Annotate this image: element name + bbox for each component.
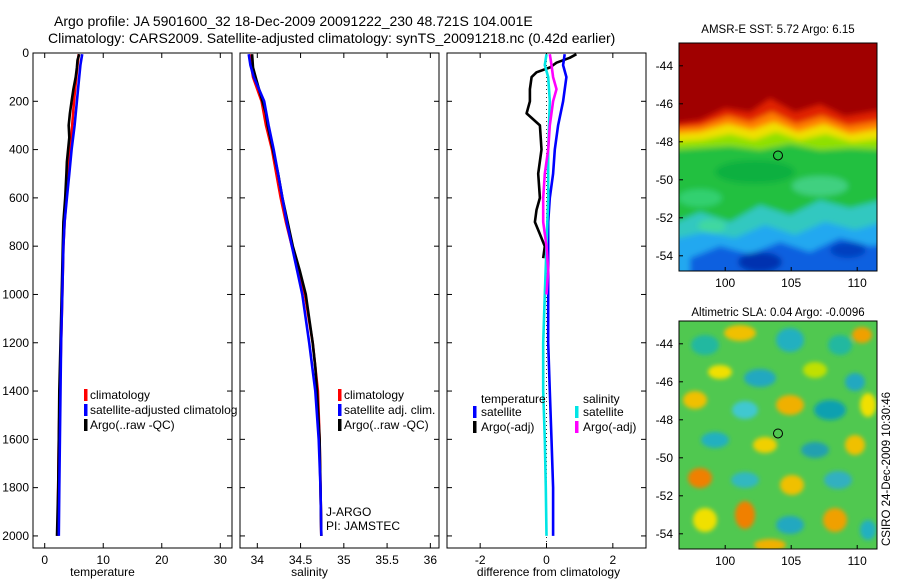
temperature-legend-label: Argo(..raw -QC) xyxy=(90,418,175,432)
salinity-panel: 34 34.5 35 35.5 36 salinity climatologysatelli… xyxy=(239,52,440,579)
sla_map-xtick-label: 110 xyxy=(848,554,867,568)
temperature-ytick-label: 1600 xyxy=(2,432,29,446)
sst-map-frame xyxy=(678,42,878,272)
temperature-ytick-label: 2000 xyxy=(2,529,29,543)
temperature-xtick-label: 30 xyxy=(214,553,228,567)
salinity-xtick-label: 35 xyxy=(337,553,351,567)
salinity-legend-swatch xyxy=(338,389,342,401)
salinity-series-satellite-adj-clim- xyxy=(247,53,323,536)
salinity-legend-label: satellite adj. clim. xyxy=(344,403,435,417)
sla_map-xtick-label: 100 xyxy=(715,554,735,568)
sla_map-ytick-label: -52 xyxy=(656,489,674,503)
salinity-xlabel: salinity xyxy=(291,565,328,579)
sla_map-xtick-label: 105 xyxy=(781,554,801,568)
temperature-ytick-label: 1800 xyxy=(2,481,29,495)
sst-argo-location-marker xyxy=(773,150,783,161)
sla_map-ytick-label: -50 xyxy=(656,451,674,465)
temperature-legend-swatch xyxy=(84,404,88,416)
sla_map-ytick-label: -48 xyxy=(656,413,674,427)
sst_map-xtick-label: 100 xyxy=(715,276,735,290)
temperature-ytick-label: 800 xyxy=(9,239,29,253)
temperature-legend-swatch xyxy=(84,419,88,431)
temperature-xtick-label: 0 xyxy=(41,553,48,567)
temperature-series-satellite-adjusted-climatolog xyxy=(57,53,84,536)
difference-xtick-label: 2 xyxy=(609,553,616,567)
sst_map-ytick-label: -44 xyxy=(656,59,674,73)
sla_map-ytick-label: -44 xyxy=(656,337,674,351)
temperature-ytick-label: 1400 xyxy=(2,384,29,398)
salinity-legend-swatch xyxy=(338,404,342,416)
figure-title-line2: Climatology: CARS2009. Satellite-adjuste… xyxy=(48,30,615,46)
sla-argo-location-marker xyxy=(773,428,783,439)
difference-series-salinity-argo-adj- xyxy=(541,53,558,295)
salinity-xtick-label: 35.5 xyxy=(375,553,399,567)
difference-legend-swatch xyxy=(473,421,477,433)
difference-xtick-label: 0 xyxy=(543,553,550,567)
salinity-xtick-label: 36 xyxy=(424,553,438,567)
difference-legend-swatch xyxy=(575,406,579,418)
temperature-ytick-label: 200 xyxy=(9,94,29,108)
difference-legend-temperature-title: temperature xyxy=(481,392,546,406)
sla_map-ytick-label: -54 xyxy=(656,527,674,541)
difference-legend-label: satellite xyxy=(481,405,522,419)
sst-heatmap-image xyxy=(679,43,877,271)
difference-legend-swatch xyxy=(473,406,477,418)
difference-legend-swatch xyxy=(575,421,579,433)
difference-legend-label: Argo(-adj) xyxy=(481,420,534,434)
sst_map-xtick-label: 105 xyxy=(781,276,801,290)
salinity-series-climatology xyxy=(249,54,323,536)
temperature-legend-label: climatology xyxy=(90,388,150,402)
temperature-frame xyxy=(32,52,233,549)
temperature-panel: 0 10 20 30 0 200 400 600 800 1000 1200 1400 1600 1800… xyxy=(2,46,237,579)
sla-map-panel: Altimetric SLA: 0.04 Argo: -0.0096 xyxy=(656,307,878,568)
sla_map-ytick-label: -46 xyxy=(656,375,674,389)
salinity-annotation: J-ARGO xyxy=(326,505,371,519)
figure-title-line1: Argo profile: JA 5901600_32 18-Dec-2009 … xyxy=(54,13,533,29)
difference-xlabel: difference from climatology xyxy=(477,565,620,579)
temperature-ytick-label: 600 xyxy=(9,191,29,205)
salinity-legend-label: climatology xyxy=(344,388,404,402)
temperature-xlabel: temperature xyxy=(70,565,135,579)
difference-legend-salinity-title: salinity xyxy=(583,392,620,406)
temperature-legend-swatch xyxy=(84,389,88,401)
temperature-ytick-label: 1000 xyxy=(2,287,29,301)
salinity-frame xyxy=(239,52,440,549)
sst_map-ytick-label: -46 xyxy=(656,97,674,111)
difference-legend-label: Argo(-adj) xyxy=(583,420,636,434)
sst_map-ytick-label: -54 xyxy=(656,249,674,263)
salinity-legend-swatch xyxy=(338,419,342,431)
temperature-ytick-label: 1200 xyxy=(2,336,29,350)
difference-legend-label: satellite xyxy=(583,405,624,419)
sst_map-ytick-label: -48 xyxy=(656,135,674,149)
sla-heatmap-image xyxy=(679,321,877,549)
sst_map-xtick-label: 110 xyxy=(848,276,867,290)
sst-map-title: AMSR-E SST: 5.72 Argo: 6.15 xyxy=(701,24,854,36)
salinity-legend-label: Argo(..raw -QC) xyxy=(344,418,429,432)
sst_map-ytick-label: -50 xyxy=(656,173,674,187)
sla-map-title: Altimetric SLA: 0.04 Argo: -0.0096 xyxy=(691,307,864,319)
sla-map-frame xyxy=(678,320,878,550)
temperature-xtick-label: 10 xyxy=(97,553,111,567)
footer-timestamp: CSIRO 24-Dec-2009 10:30:46 xyxy=(881,392,893,546)
sst_map-ytick-label: -52 xyxy=(656,211,674,225)
sst-map-panel: AMSR-E SST: 5.72 Argo: 6.15 1 xyxy=(656,24,878,290)
temperature-ytick-label: 0 xyxy=(22,46,29,60)
salinity-xtick-label: 34 xyxy=(251,553,265,567)
temperature-ytick-label: 400 xyxy=(9,143,29,157)
salinity-series-argo-raw-qc- xyxy=(250,54,323,536)
temperature-legend-label: satellite-adjusted climatolog xyxy=(90,403,237,417)
salinity-xtick-label: 34.5 xyxy=(289,553,313,567)
salinity-annotation: PI: JAMSTEC xyxy=(326,519,400,533)
difference-xtick-label: -2 xyxy=(475,553,486,567)
temperature-xtick-label: 20 xyxy=(155,553,169,567)
difference-series-temperature-argo-adj- xyxy=(525,53,578,259)
